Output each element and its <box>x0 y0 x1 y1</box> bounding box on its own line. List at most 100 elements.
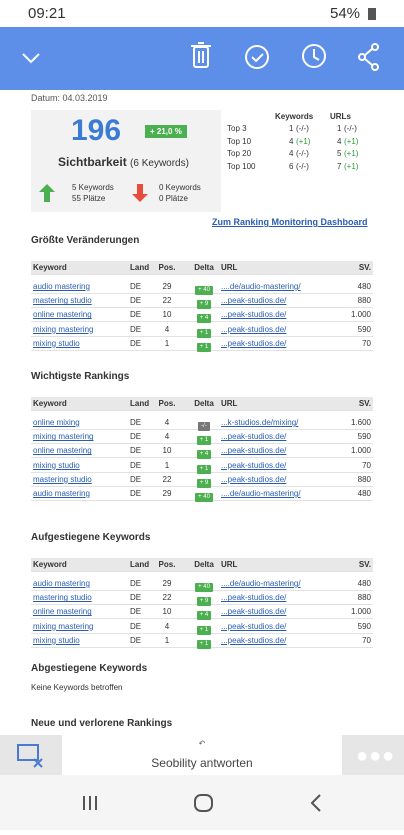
search-volume: 70 <box>362 460 371 470</box>
more-button[interactable]: ●●● <box>356 745 396 767</box>
url[interactable]: ...peak-studios.de/ <box>221 338 287 348</box>
delta-badge: + 40 <box>195 493 213 502</box>
country: DE <box>130 338 142 348</box>
url[interactable]: ...peak-studios.de/ <box>221 310 287 320</box>
keyword[interactable]: mastering studio <box>33 593 92 603</box>
search-volume: 70 <box>362 635 371 645</box>
keyword[interactable]: mixing mastering <box>33 324 94 334</box>
search-volume: 590 <box>357 324 371 334</box>
search-volume: 1.000 <box>350 310 371 320</box>
top-change: (+1) <box>344 149 359 158</box>
url[interactable]: ...peak-studios.de/ <box>221 324 287 334</box>
visibility-label: Sichtbarkeit <box>58 155 127 169</box>
toolbar-icons <box>22 42 379 71</box>
col-header: Pos. <box>158 399 176 408</box>
url[interactable]: ...peak-studios.de/ <box>221 432 287 442</box>
keyword[interactable]: mixing studio <box>33 338 80 348</box>
keyword[interactable]: audio mastering <box>33 489 90 498</box>
col-header: Keyword <box>33 399 67 408</box>
url[interactable]: ....de/audio-mastering/ <box>221 489 301 498</box>
url[interactable]: ...peak-studios.de/ <box>221 593 287 603</box>
delta-cell: + 1 <box>192 337 216 352</box>
section-title: Größte Veränderungen <box>31 235 140 246</box>
keyword[interactable]: mixing mastering <box>33 621 94 631</box>
keyword[interactable]: audio mastering <box>33 579 90 588</box>
url[interactable]: ...peak-studios.de/ <box>221 621 287 631</box>
delta-badge: + 9 <box>196 597 212 607</box>
position: 10 <box>162 446 172 456</box>
col-header: Land <box>130 560 150 569</box>
url[interactable]: ...peak-studios.de/ <box>221 474 287 484</box>
visibility-score: 196 <box>71 114 122 147</box>
delta-cell: + 4 <box>192 444 216 460</box>
table-row: mixing mastering DE 4 + 1 ...peak-studios.de… <box>31 323 373 338</box>
table-row: mixing mastering DE 4 + 1 ...peak-studios.de… <box>31 620 373 635</box>
url[interactable]: ....de/audio-mastering/ <box>221 579 301 588</box>
recents[interactable] <box>83 796 97 810</box>
top-change: (-/-) <box>296 124 309 133</box>
mark-button[interactable] <box>16 743 46 769</box>
col-header: Land <box>130 263 150 272</box>
search-volume: 480 <box>357 489 371 498</box>
empty-note: Keine Keywords betroffen <box>31 683 123 692</box>
keyword[interactable]: mixing studio <box>33 460 80 470</box>
url[interactable]: ...peak-studios.de/ <box>221 460 287 470</box>
url[interactable]: ...peak-studios.de/ <box>221 635 287 645</box>
delta-badge: + 1 <box>196 625 212 635</box>
position: 29 <box>162 489 172 498</box>
position: 4 <box>164 418 170 427</box>
delta-cell: + 1 <box>192 634 216 649</box>
url[interactable]: ...k-studios.de/mixing/ <box>221 418 299 427</box>
back[interactable] <box>310 794 321 812</box>
done-button[interactable] <box>245 45 269 69</box>
country: DE <box>130 324 142 334</box>
keyword[interactable]: mastering studio <box>33 296 92 306</box>
col-header: Delta <box>194 560 214 569</box>
top-label: Top 20 <box>227 149 252 158</box>
keyword[interactable]: mixing studio <box>33 635 80 645</box>
delta-badge: + 1 <box>196 436 212 446</box>
keyword[interactable]: online mastering <box>33 446 92 456</box>
share-button[interactable] <box>358 43 379 71</box>
delta-badge: + 4 <box>196 314 212 324</box>
table-header: Keyword Land Pos. Delta URL SV. <box>31 558 373 572</box>
keyword[interactable]: online mastering <box>33 310 92 320</box>
reply-button[interactable]: ↶ Seobility antworten <box>62 735 342 775</box>
keyword[interactable]: online mixing <box>33 418 80 427</box>
country: DE <box>130 593 142 603</box>
keyword[interactable]: audio mastering <box>33 282 90 291</box>
url[interactable]: ...peak-studios.de/ <box>221 296 287 306</box>
top-change: (+1) <box>344 136 359 146</box>
col-header: URL <box>221 399 238 408</box>
delta-cell: + 40 <box>192 577 216 592</box>
delta-cell: + 9 <box>192 591 216 607</box>
table-row: mastering studio DE 22 + 9 ...peak-studios.d… <box>31 294 373 310</box>
position: 1 <box>164 635 170 645</box>
back-button[interactable] <box>22 53 40 64</box>
top-count: 1 <box>337 124 342 133</box>
col-header: Keyword <box>33 560 67 569</box>
keyword[interactable]: mixing mastering <box>33 432 94 442</box>
dashboard-link[interactable]: Zum Ranking Monitoring Dashboard <box>212 217 368 227</box>
top-count: 4 <box>337 136 342 146</box>
table-row: audio mastering DE 29 + 40 ....de/audio-mast… <box>31 280 373 295</box>
keyword[interactable]: mastering studio <box>33 474 92 484</box>
country: DE <box>130 418 142 427</box>
url[interactable]: ...peak-studios.de/ <box>221 607 287 617</box>
url[interactable]: ....de/audio-mastering/ <box>221 282 301 291</box>
url[interactable]: ...peak-studios.de/ <box>221 446 287 456</box>
top-count: 4 <box>289 136 294 146</box>
top-label: Top 3 <box>227 124 247 133</box>
keyword[interactable]: online mastering <box>33 607 92 617</box>
position: 4 <box>164 621 170 631</box>
position: 29 <box>162 579 172 588</box>
table-row: online mastering DE 10 + 4 ...peak-studios.d… <box>31 444 373 460</box>
change-badge: + 21,0 % <box>145 125 187 138</box>
keyword-count: (6 Keywords) <box>130 158 189 169</box>
delete-button[interactable] <box>191 42 211 68</box>
delta-badge: + 4 <box>196 450 212 460</box>
home[interactable] <box>194 794 213 812</box>
country: DE <box>130 446 142 456</box>
snooze-button[interactable] <box>302 44 326 68</box>
position: 29 <box>162 282 172 291</box>
